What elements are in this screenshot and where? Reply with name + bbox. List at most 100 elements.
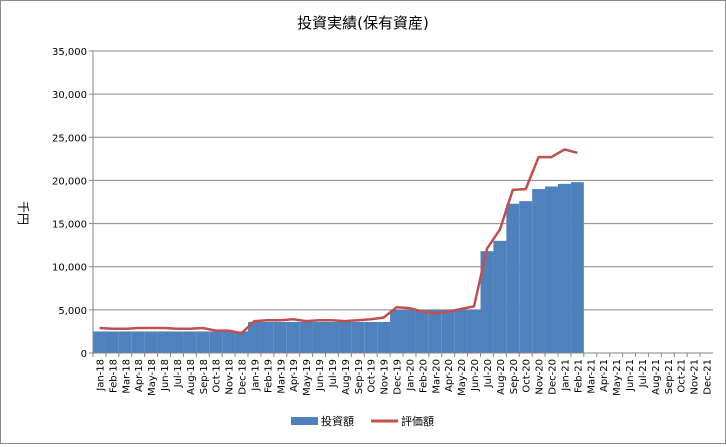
x-tick-label: Aug-20 [496, 359, 507, 395]
x-tick-label: Feb-18 [108, 359, 119, 393]
y-tick-label: 20,000 [52, 176, 87, 187]
x-tick-label: Apr-20 [444, 359, 455, 392]
bar [273, 321, 287, 353]
x-tick-label: Nov-21 [690, 359, 701, 395]
bar [144, 331, 158, 353]
x-tick-labels: Jan-18 Feb-18 Mar-18 Apr-18 May-18 Jun-18 Jul-… [95, 359, 713, 396]
x-tick-label: Aug-19 [341, 359, 352, 395]
x-tick-label: Mar-19 [276, 359, 287, 394]
bar [390, 309, 403, 353]
x-tick-label: Mar-21 [586, 359, 597, 394]
bar [183, 331, 197, 353]
chart-title: 投資実績(保有資産) [297, 14, 429, 32]
y-axis-label: 千円 [16, 201, 30, 225]
x-tick-label: Oct-20 [522, 359, 533, 393]
bar [364, 321, 378, 353]
x-tick-label: Jun-21 [625, 359, 636, 392]
bar [493, 240, 507, 353]
x-tick-label: May-19 [302, 359, 313, 396]
bar-series [93, 182, 584, 353]
y-tick-label: 0 [81, 349, 87, 360]
axes [92, 51, 713, 357]
x-tick-label: Mar-18 [121, 359, 132, 394]
bar [467, 309, 481, 353]
x-tick-label: Feb-19 [263, 359, 274, 393]
bar [248, 321, 261, 353]
x-tick-label: Jun-18 [160, 359, 171, 392]
x-tick-label: Feb-20 [418, 359, 429, 393]
bar [260, 321, 274, 353]
x-tick-label: Nov-20 [535, 359, 546, 395]
bar [403, 309, 416, 353]
bar [428, 309, 442, 353]
bar [480, 251, 494, 353]
bar [454, 309, 468, 353]
x-tick-label: Jan-20 [405, 359, 416, 392]
bar [93, 331, 106, 353]
x-tick-label: Apr-18 [134, 359, 145, 392]
bar [209, 331, 223, 353]
x-tick-label: Sep-20 [509, 359, 520, 394]
legend-swatch-bar [291, 417, 318, 425]
bar [338, 321, 352, 353]
bar [415, 309, 429, 353]
y-tick-labels: 0 5,000 10,000 15,000 20,000 25,000 30,000 35,0… [52, 47, 87, 360]
bar [312, 321, 326, 353]
x-tick-label: Aug-21 [651, 359, 662, 395]
bar [131, 331, 145, 353]
x-tick-label: Jun-20 [470, 359, 481, 392]
x-tick-label: Jul-18 [173, 359, 184, 388]
x-tick-label: Jun-19 [315, 359, 326, 392]
x-tick-label: Apr-21 [599, 359, 610, 392]
x-tick-label: Jan-18 [95, 359, 106, 392]
x-tick-label: Dec-20 [548, 359, 559, 395]
bar [118, 331, 132, 353]
bar [286, 321, 300, 353]
bar [519, 201, 533, 353]
line-path [99, 148, 578, 335]
x-tick-label: Jul-21 [638, 359, 649, 388]
x-tick-label: Mar-20 [431, 359, 442, 394]
bar [222, 331, 236, 353]
x-tick-label: Dec-21 [703, 359, 714, 395]
x-tick-label: May-20 [457, 359, 468, 396]
bar [299, 321, 313, 353]
x-tick-label: Oct-18 [212, 359, 223, 393]
x-tick-label: Sep-19 [354, 359, 365, 394]
x-tick-label: Dec-18 [238, 359, 249, 395]
x-tick-label: Apr-19 [289, 359, 300, 392]
bar [325, 321, 339, 353]
x-tick-label: Feb-21 [573, 359, 584, 393]
y-tick-label: 5,000 [58, 306, 87, 317]
bar [235, 331, 248, 353]
bar [441, 309, 455, 353]
line-series [99, 148, 578, 335]
bar [558, 183, 571, 353]
legend-label-line: 評価額 [401, 414, 434, 428]
bar [377, 321, 391, 353]
x-tick-label: Sep-18 [199, 359, 210, 394]
bar [545, 186, 558, 353]
x-tick-label: May-18 [147, 359, 158, 396]
y-tick-label: 25,000 [52, 133, 87, 144]
bar [105, 331, 119, 353]
x-tick-label: Jan-19 [250, 359, 261, 392]
x-tick-label: Aug-18 [186, 359, 197, 395]
bar [170, 331, 184, 353]
bar [506, 203, 520, 353]
gridlines [89, 50, 713, 354]
x-tick-label: Nov-19 [380, 359, 391, 395]
x-tick-label: Sep-21 [664, 359, 675, 394]
y-tick-label: 35,000 [52, 47, 87, 58]
x-tick-label: Jul-19 [328, 359, 339, 388]
legend: 投資額 評価額 [291, 414, 434, 428]
bar [570, 182, 584, 353]
x-tick-label: Oct-21 [677, 359, 688, 393]
legend-label-bar: 投資額 [321, 414, 354, 428]
y-tick-label: 15,000 [52, 220, 87, 231]
x-tick-label: Nov-18 [225, 359, 236, 395]
x-tick-label: May-21 [612, 359, 623, 396]
bar [532, 189, 546, 353]
